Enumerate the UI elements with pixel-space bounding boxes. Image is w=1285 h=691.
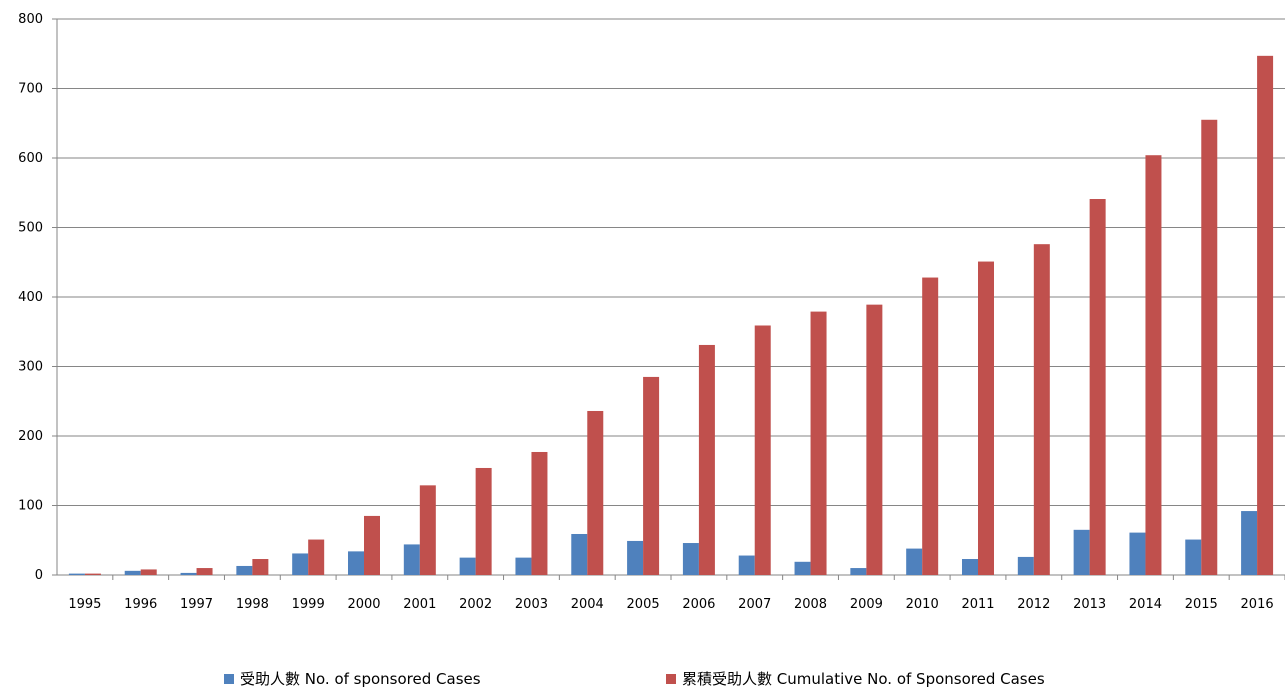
bar-sponsored (571, 533, 588, 575)
bar-sponsored (962, 559, 978, 575)
bar-sponsored (515, 557, 532, 575)
bar-cumulative (810, 311, 827, 575)
bar-sponsored (627, 540, 644, 575)
y-axis-labels: 0 100 200 300 400 500 600 700 800 (18, 12, 43, 583)
x-tick-label: 1996 (124, 597, 157, 612)
x-tick-label: 2005 (627, 597, 660, 612)
x-tick-label: 2010 (906, 597, 939, 612)
bar-cumulative (308, 539, 325, 575)
bar-sponsored (1129, 532, 1146, 575)
x-tick-label: 2007 (738, 597, 771, 612)
x-tick-label: 2001 (403, 597, 436, 612)
bar-sponsored (738, 555, 755, 575)
y-tick-label: 700 (18, 82, 43, 97)
bar-cumulative (364, 515, 380, 575)
x-tick-label: 2009 (850, 597, 883, 612)
y-tick-label: 500 (18, 221, 43, 236)
legend: 受助人數 No. of sponsored Cases 累積受助人數 Cumul… (0, 668, 1285, 690)
bar-cumulative (754, 325, 771, 575)
bar-sponsored (1073, 529, 1090, 575)
x-tick-label: 2015 (1185, 597, 1218, 612)
bar-cumulative (922, 277, 939, 575)
bar-sponsored (1017, 556, 1034, 575)
bar-sponsored (403, 544, 420, 575)
bar-sponsored (1241, 511, 1258, 575)
legend-item-sponsored: 受助人數 No. of sponsored Cases (224, 668, 481, 689)
x-tick-label: 2014 (1129, 597, 1162, 612)
bar-cumulative (1201, 119, 1218, 576)
bar-sponsored (794, 561, 811, 575)
bar-cumulative (252, 559, 269, 575)
x-tick-label: 1998 (236, 597, 269, 612)
bar-cumulative (1033, 244, 1050, 575)
x-tick-label: 2000 (347, 597, 380, 612)
bars (68, 55, 1274, 576)
bar-sponsored (682, 543, 699, 575)
x-axis-labels: 1995 1996 1997 1998 1999 2000 2001 2002 2003 2004… (68, 597, 1273, 612)
bar-cumulative (140, 569, 157, 575)
x-tick-label: 2008 (794, 597, 827, 612)
gridlines (52, 18, 1285, 580)
bar-sponsored (292, 553, 309, 575)
y-tick-label: 100 (18, 499, 43, 514)
bar-sponsored (68, 573, 85, 575)
bar-sponsored (236, 565, 253, 575)
x-tick-label: 2002 (459, 597, 492, 612)
bar-cumulative (1145, 155, 1162, 575)
y-tick-label: 200 (18, 429, 43, 444)
x-tick-label: 2004 (571, 597, 604, 612)
legend-swatch-sponsored (224, 673, 234, 684)
x-tick-label: 2003 (515, 597, 548, 612)
bar-cumulative (866, 304, 883, 575)
bar-sponsored (459, 557, 476, 575)
x-tick-label: 1995 (68, 597, 101, 612)
legend-label-sponsored: 受助人數 No. of sponsored Cases (240, 670, 481, 688)
bar-cumulative (419, 485, 436, 575)
bar-cumulative (978, 261, 994, 575)
x-tick-label: 2006 (682, 597, 715, 612)
bar-sponsored (906, 548, 923, 575)
y-tick-label: 600 (18, 151, 43, 166)
y-tick-label: 400 (18, 290, 43, 305)
bar-cumulative (698, 344, 715, 575)
y-tick-label: 300 (18, 360, 43, 375)
y-tick-label: 0 (35, 568, 43, 583)
y-tick-label: 800 (18, 12, 43, 27)
bar-cumulative (531, 451, 548, 575)
x-tick-label: 2011 (961, 597, 994, 612)
x-tick-label: 1997 (180, 597, 213, 612)
x-tick-label: 2012 (1017, 597, 1050, 612)
bar-cumulative (84, 573, 101, 575)
bar-sponsored (124, 570, 141, 575)
x-tick-label: 2016 (1241, 597, 1274, 612)
bar-cumulative (1257, 55, 1274, 575)
bar-sponsored (850, 568, 867, 575)
bar-sponsored (348, 551, 364, 575)
legend-swatch-cumulative (666, 673, 676, 684)
bar-cumulative (196, 568, 213, 575)
bar-cumulative (587, 410, 604, 575)
bar-sponsored (1185, 539, 1202, 575)
x-tick-label: 1999 (292, 597, 325, 612)
bar-cumulative (1089, 199, 1106, 575)
bar-sponsored (180, 572, 197, 575)
legend-label-cumulative: 累積受助人數 Cumulative No. of Sponsored Cases (682, 670, 1045, 688)
x-tick-label: 2013 (1073, 597, 1106, 612)
bar-cumulative (643, 376, 660, 575)
bar-cumulative (475, 467, 492, 575)
legend-item-cumulative: 累積受助人數 Cumulative No. of Sponsored Cases (666, 668, 1045, 689)
